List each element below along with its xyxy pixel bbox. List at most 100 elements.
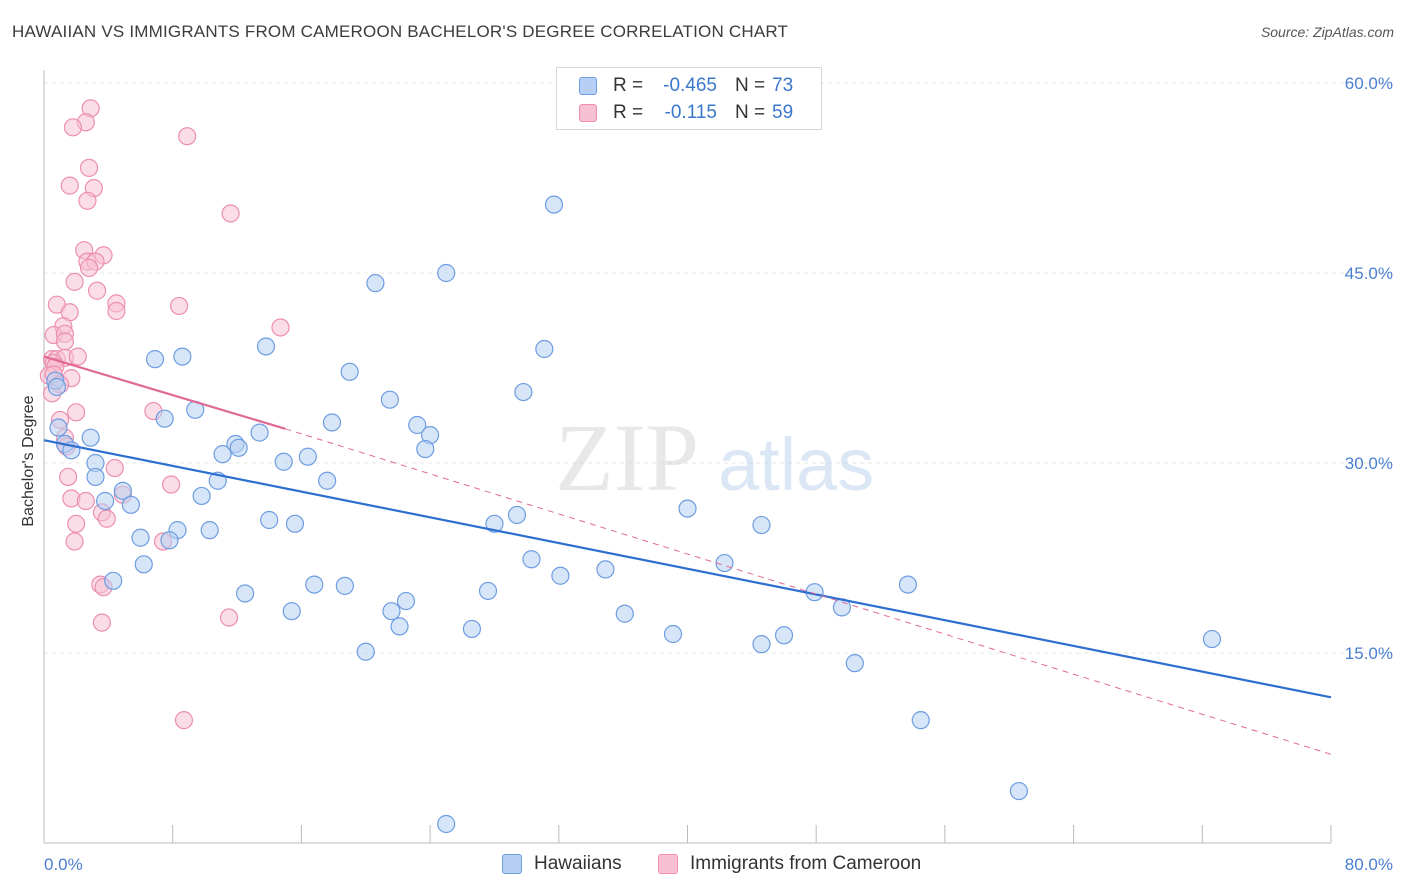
x-tick-label: 80.0%	[1345, 855, 1393, 874]
y-tick-label: 30.0%	[1345, 454, 1393, 473]
point-hawaiians	[911, 711, 930, 730]
point-hawaiians	[96, 491, 115, 511]
point-hawaiians	[49, 418, 68, 437]
point-hawaiians	[752, 515, 771, 535]
point-hawaiians	[356, 642, 375, 661]
point-hawaiians	[121, 495, 140, 514]
point-hawaiians	[615, 604, 634, 623]
point-hawaiians	[774, 626, 794, 645]
point-hawaiians	[380, 390, 399, 409]
point-hawaiians	[437, 814, 456, 834]
point-hawaiians	[274, 452, 293, 471]
legend-label-hawaiians: Hawaiians	[534, 853, 622, 874]
legend-n-label: N =	[735, 75, 766, 96]
point-cameroon	[105, 458, 124, 478]
point-hawaiians	[213, 445, 232, 464]
point-cameroon	[87, 281, 107, 300]
point-hawaiians	[752, 635, 771, 654]
point-hawaiians	[382, 602, 401, 621]
legend-r-label: R =	[613, 75, 644, 96]
watermark-zip: ZIP	[555, 404, 699, 511]
source-credit: Source: ZipAtlas.com	[1260, 24, 1394, 40]
legend-n-value: 59	[772, 102, 794, 123]
point-cameroon	[92, 613, 112, 632]
y-tick-label: 45.0%	[1345, 264, 1393, 283]
point-hawaiians	[134, 555, 153, 574]
point-hawaiians	[282, 602, 301, 621]
watermark-atlas: atlas	[718, 423, 874, 506]
point-hawaiians	[305, 575, 324, 594]
point-cameroon	[219, 608, 239, 627]
point-cameroon	[68, 347, 87, 366]
point-hawaiians	[340, 362, 359, 381]
point-hawaiians	[200, 521, 219, 540]
legend-n-label: N =	[735, 102, 766, 123]
point-cameroon	[67, 514, 86, 533]
point-hawaiians	[160, 531, 179, 550]
axes	[43, 70, 1332, 844]
y-axis-label: Bachelor's Degree	[20, 395, 37, 526]
point-cameroon	[78, 191, 97, 210]
point-cameroon	[79, 158, 99, 177]
legend-series: Hawaiians Immigrants from Cameroon	[0, 852, 1406, 876]
point-hawaiians	[47, 377, 66, 397]
point-hawaiians	[145, 350, 165, 369]
legend-swatch-blue	[502, 854, 522, 874]
tick-labels: 15.0% 30.0% 45.0% 60.0% 0.0% 80.0%	[44, 74, 1393, 874]
point-hawaiians	[260, 510, 279, 530]
legend-stats-row-cameroon: R = -0.115 N = 59	[557, 101, 821, 125]
point-hawaiians	[1009, 781, 1029, 801]
trend-line-cameroon	[43, 355, 286, 430]
watermark: ZIP atlas	[555, 404, 874, 511]
point-hawaiians	[437, 263, 456, 283]
point-hawaiians	[514, 382, 533, 402]
point-hawaiians	[335, 576, 354, 595]
point-hawaiians	[535, 339, 554, 359]
legend-swatch-pink	[579, 104, 597, 122]
point-cameroon	[271, 318, 290, 337]
legend-swatch-blue	[579, 77, 597, 95]
point-hawaiians	[366, 274, 385, 293]
point-hawaiians	[390, 617, 409, 636]
point-hawaiians	[318, 471, 337, 490]
point-cameroon	[221, 204, 240, 223]
point-hawaiians	[322, 413, 342, 432]
point-cameroon	[63, 118, 83, 137]
point-hawaiians	[416, 439, 435, 459]
point-cameroon	[76, 491, 95, 511]
point-cameroon	[67, 403, 86, 422]
point-hawaiians	[507, 505, 527, 525]
point-cameroon	[178, 127, 197, 146]
point-hawaiians	[715, 553, 734, 573]
point-hawaiians	[131, 528, 150, 547]
point-hawaiians	[551, 566, 570, 585]
point-cameroon	[97, 509, 116, 528]
point-hawaiians	[173, 347, 192, 366]
point-hawaiians	[298, 447, 317, 466]
point-cameroon	[161, 475, 181, 494]
point-cameroon	[65, 532, 84, 551]
legend-r-label: R =	[613, 102, 644, 123]
legend-n-value: 73	[772, 75, 794, 96]
point-cameroon	[170, 296, 189, 316]
point-hawaiians	[596, 560, 615, 579]
point-hawaiians	[250, 423, 269, 442]
point-hawaiians	[678, 499, 697, 518]
legend-stats: R = -0.465 N = 73 R = -0.115 N = 59	[556, 67, 822, 130]
y-tick-label: 15.0%	[1345, 644, 1393, 663]
point-hawaiians	[544, 195, 564, 214]
point-hawaiians	[898, 575, 917, 594]
point-hawaiians	[155, 409, 174, 428]
point-cameroon	[107, 301, 126, 321]
point-hawaiians	[462, 619, 482, 639]
point-hawaiians	[478, 581, 498, 601]
point-cameroon	[174, 711, 194, 730]
point-hawaiians	[396, 591, 416, 611]
trend-line-hawaiians	[43, 439, 1332, 699]
legend-label-cameroon: Immigrants from Cameroon	[690, 853, 922, 874]
point-cameroon	[59, 467, 78, 487]
legend-r-value: -0.465	[663, 75, 717, 96]
y-tick-label: 60.0%	[1345, 74, 1393, 93]
point-cameroon	[65, 272, 84, 291]
